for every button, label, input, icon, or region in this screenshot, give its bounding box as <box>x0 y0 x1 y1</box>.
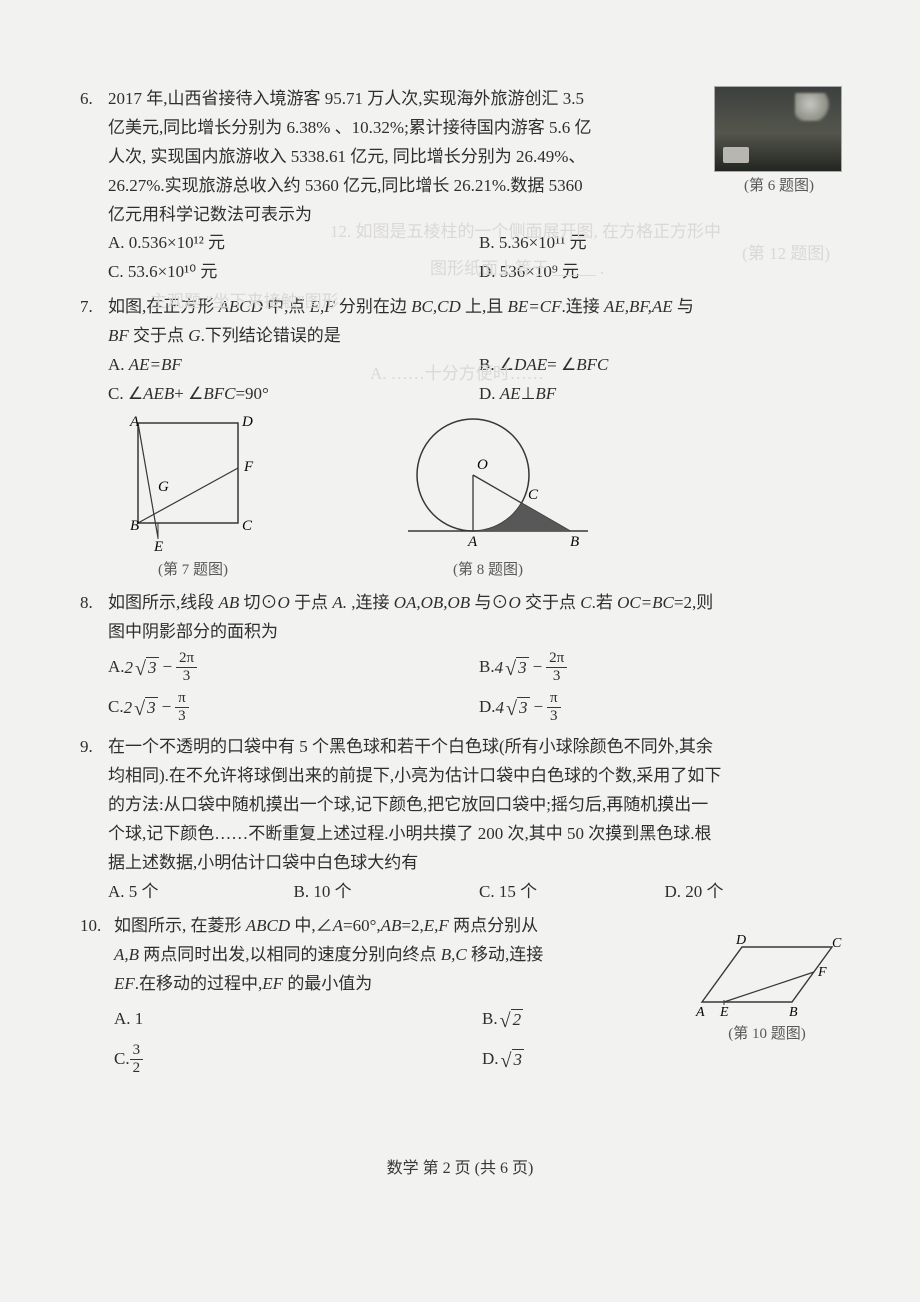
question-8: 8. 如图所示,线段 AB 切⊙O 于点 A. ,连接 OA,OB,OB 与⊙O… <box>80 589 850 727</box>
q7-q8-figures: A D B C E F G (第 7 题图) O A B C <box>108 413 850 584</box>
q9-line1: 在一个不透明的口袋中有 5 个黑色球和若干个白色球(所有小球除颜色不同外,其余 <box>108 733 850 762</box>
svg-text:A: A <box>467 534 478 550</box>
q9-opt-b: B. 10 个 <box>294 878 480 907</box>
q9-line5: 据上述数据,小明估计口袋中白色球大约有 <box>108 849 850 878</box>
svg-text:B: B <box>789 1005 798 1020</box>
svg-text:C: C <box>242 518 253 534</box>
svg-text:F: F <box>817 965 827 980</box>
svg-text:F: F <box>243 459 254 475</box>
q7-line2: BF 交于点 G.下列结论错误的是 <box>108 322 850 351</box>
q6-figure-caption: (第 6 题图) <box>714 174 844 200</box>
svg-text:G: G <box>158 479 169 495</box>
q10-opt-a: A. 1 <box>114 999 482 1039</box>
q9-number: 9. <box>80 733 108 762</box>
q8-opt-d: D. 4√3 − π3 <box>479 687 850 727</box>
q8-line2: 图中阴影部分的面积为 <box>108 618 850 647</box>
q10-figure: A E B D C F (第 10 题图) <box>692 932 842 1048</box>
q10-number: 10. <box>80 912 114 941</box>
q6-figure: (第 6 题图) <box>714 86 844 200</box>
q6-figure-image <box>714 86 842 172</box>
svg-text:C: C <box>528 487 539 503</box>
q10-figure-caption: (第 10 题图) <box>692 1022 842 1048</box>
q6-opt-c: C. 53.6×10¹⁰ 元 <box>108 258 479 287</box>
q9-opt-a: A. 5 个 <box>108 878 294 907</box>
q8-line1: 如图所示,线段 AB 切⊙O 于点 A. ,连接 OA,OB,OB 与⊙O 交于… <box>108 589 850 618</box>
ghost-text: (第 12 题图) <box>742 240 830 269</box>
q7-number: 7. <box>80 293 108 322</box>
q7-figure-caption: (第 7 题图) <box>108 558 278 584</box>
q8-figure: O A B C (第 8 题图) <box>378 413 598 584</box>
q10-opt-c: C. 32 <box>114 1039 482 1079</box>
svg-text:E: E <box>153 539 163 555</box>
q7-figure: A D B C E F G (第 7 题图) <box>108 413 278 584</box>
question-9: 9. 在一个不透明的口袋中有 5 个黑色球和若干个白色球(所有小球除颜色不同外,… <box>80 733 850 906</box>
ghost-text: 12. 如图是五棱柱的一个侧面展开图, 在方格正方形中 <box>330 218 721 247</box>
svg-text:A: A <box>129 414 140 430</box>
q6-number: 6. <box>80 85 108 114</box>
svg-text:A: A <box>695 1005 705 1020</box>
question-7: 7. 如图,在正方形 ABCD 中,点 E,F 分别在边 BC,CD 上,且 B… <box>80 293 850 583</box>
q9-opt-c: C. 15 个 <box>479 878 665 907</box>
q9-opt-d: D. 20 个 <box>665 878 851 907</box>
q8-opt-b: B. 4√3 − 2π3 <box>479 647 850 687</box>
ghost-text: 主观题:"坐下来接触"图形 <box>150 288 339 317</box>
svg-text:B: B <box>130 518 139 534</box>
q8-opt-c: C. 2√3 − π3 <box>108 687 479 727</box>
q9-line3: 的方法:从口袋中随机摸出一个球,记下颜色,把它放回口袋中;摇匀后,再随机摸出一 <box>108 791 850 820</box>
svg-text:D: D <box>241 414 253 430</box>
ghost-text: 图形纸面上等于 _____ . <box>430 255 604 284</box>
q8-number: 8. <box>80 589 108 618</box>
svg-text:B: B <box>570 534 579 550</box>
svg-text:E: E <box>719 1005 729 1020</box>
svg-text:O: O <box>477 457 488 473</box>
ghost-text: A. ……十分方便时…… <box>370 360 544 389</box>
q8-opt-a: A. 2√3 − 2π3 <box>108 647 479 687</box>
svg-text:C: C <box>832 936 842 951</box>
q8-figure-caption: (第 8 题图) <box>378 558 598 584</box>
page-footer: 数学 第 2 页 (共 6 页) <box>0 1155 920 1182</box>
q9-line4: 个球,记下颜色……不断重复上述过程.小明共摸了 200 次,其中 50 次摸到黑… <box>108 820 850 849</box>
svg-text:D: D <box>735 933 746 948</box>
exam-page: { "ghosts": { "g1": "12. 如图是五棱柱的一个侧面展开图,… <box>0 0 920 1302</box>
q9-line2: 均相同).在不允许将球倒出来的前提下,小亮为估计口袋中白色球的个数,采用了如下 <box>108 762 850 791</box>
